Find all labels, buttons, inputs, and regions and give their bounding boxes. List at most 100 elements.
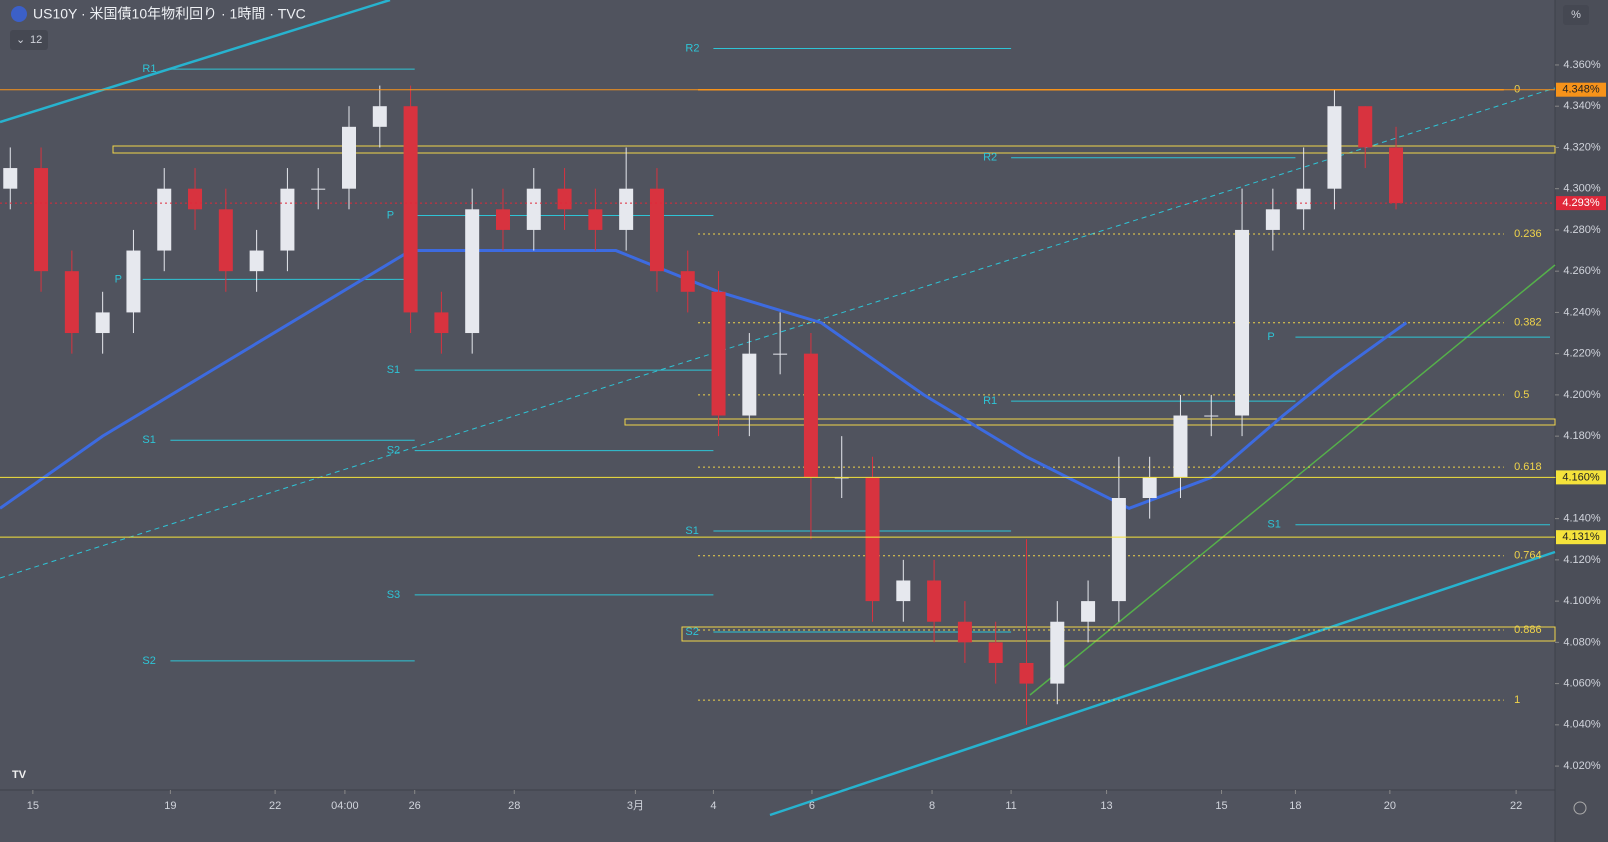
y-tick-label: 4.340% (1563, 100, 1601, 112)
x-tick-label: 22 (1510, 800, 1522, 812)
x-tick-label: 6 (809, 800, 815, 812)
candle-body (311, 188, 326, 190)
x-tick-label: 19 (164, 800, 176, 812)
candle-body (1173, 415, 1188, 478)
candle-body (680, 271, 695, 292)
y-tick-label: 4.320% (1563, 141, 1601, 153)
y-tick-label: 4.060% (1563, 678, 1601, 690)
candle-body (218, 209, 233, 272)
candle-body (434, 312, 449, 334)
candle-body (803, 353, 818, 478)
fib-label: 0.236 (1514, 228, 1542, 240)
price-label: 4.348% (1562, 84, 1600, 96)
y-tick-label: 4.100% (1563, 595, 1601, 607)
x-tick-label: 4 (710, 800, 716, 812)
moving-average (0, 249, 1408, 510)
candle-body (280, 188, 295, 251)
logo: TV (12, 769, 27, 781)
pivot-label: P (115, 273, 122, 285)
price-label: 4.293% (1562, 197, 1600, 209)
indicator-toggle[interactable] (10, 30, 48, 50)
price-label-box (1556, 470, 1606, 485)
x-tick-label: 04:00 (331, 800, 359, 812)
pivot-label: S3 (387, 589, 400, 601)
pivot-label: S1 (1267, 519, 1280, 531)
candle-body (157, 188, 172, 251)
fib-label: 0.618 (1514, 461, 1542, 473)
chevron: ⌄ (16, 34, 25, 46)
pivot-label: P (387, 209, 394, 221)
y-tick-label: 4.300% (1563, 183, 1601, 195)
candle-body (342, 126, 357, 189)
fib-label: 1 (1514, 694, 1520, 706)
x-tick-label: 15 (1215, 800, 1227, 812)
price-axis-panel (1555, 0, 1608, 842)
x-tick-label: 8 (929, 800, 935, 812)
candle-body (188, 188, 203, 210)
candle-body (896, 580, 911, 602)
candle-body (588, 209, 603, 230)
x-tick-label: 28 (508, 800, 520, 812)
indicator-count: 12 (30, 34, 42, 46)
candle-body (1389, 147, 1404, 204)
zone (112, 145, 1556, 154)
fib-label: 0.764 (1514, 550, 1542, 562)
y-tick-label: 4.260% (1563, 265, 1601, 277)
pivot-label: S2 (387, 444, 400, 456)
candle-body (126, 250, 141, 313)
candle-body (1081, 601, 1096, 622)
candle-body (1265, 209, 1280, 230)
zone (624, 418, 1556, 426)
pivot-label: S1 (387, 364, 400, 376)
y-tick-label: 4.200% (1563, 389, 1601, 401)
candle-body (372, 106, 387, 127)
candle-body (773, 353, 788, 355)
pivot-label: R2 (983, 152, 997, 164)
candle-body (1050, 621, 1065, 684)
pivot-label: R2 (685, 42, 699, 54)
candle-body (526, 188, 541, 230)
y-tick-label: 4.080% (1563, 636, 1601, 648)
candle-body (1235, 229, 1250, 416)
candle-body (3, 168, 18, 189)
x-tick-label: 26 (409, 800, 421, 812)
pivot-label: S1 (142, 434, 155, 446)
candle-body (249, 250, 264, 272)
candle-body (95, 312, 110, 334)
candle-body (711, 291, 726, 416)
pivot-label: R1 (983, 395, 997, 407)
y-tick-label: 4.220% (1563, 348, 1601, 360)
candle-body (465, 209, 480, 334)
y-tick-label: 4.240% (1563, 306, 1601, 318)
x-tick-label: 3月 (627, 800, 644, 812)
price-label: 4.160% (1562, 471, 1600, 483)
y-tick-label: 4.360% (1563, 59, 1601, 71)
y-tick-label: 4.120% (1563, 554, 1601, 566)
candle-body (957, 621, 972, 643)
price-label: 4.131% (1562, 531, 1600, 543)
candle-body (988, 642, 1003, 663)
price-label-box (1556, 82, 1606, 97)
candle-body (64, 271, 79, 334)
candle-body (34, 168, 49, 272)
pivot-label: S1 (685, 525, 698, 537)
candle-body (1204, 415, 1219, 417)
flag-icon (11, 6, 27, 22)
pivot-label: S2 (685, 626, 698, 638)
header: US10Y · 米国債10年物利回り · 1時間 · TVC ⌄ 12 % TV (10, 5, 1589, 815)
candle-body (1111, 498, 1126, 602)
x-tick-label: 20 (1384, 800, 1396, 812)
candle-body (865, 477, 880, 602)
pivot-label: R1 (142, 63, 156, 75)
settings-icon[interactable] (1573, 801, 1587, 815)
y-tick-label: 4.020% (1563, 760, 1601, 772)
trendline (0, 87, 1556, 579)
candle-body (927, 580, 942, 622)
scale-button[interactable] (1563, 5, 1589, 25)
candle-body (1019, 662, 1034, 684)
candle-body (403, 106, 418, 313)
y-tick-label: 4.040% (1563, 719, 1601, 731)
price-label-box (1556, 196, 1606, 211)
zone (681, 626, 1556, 642)
